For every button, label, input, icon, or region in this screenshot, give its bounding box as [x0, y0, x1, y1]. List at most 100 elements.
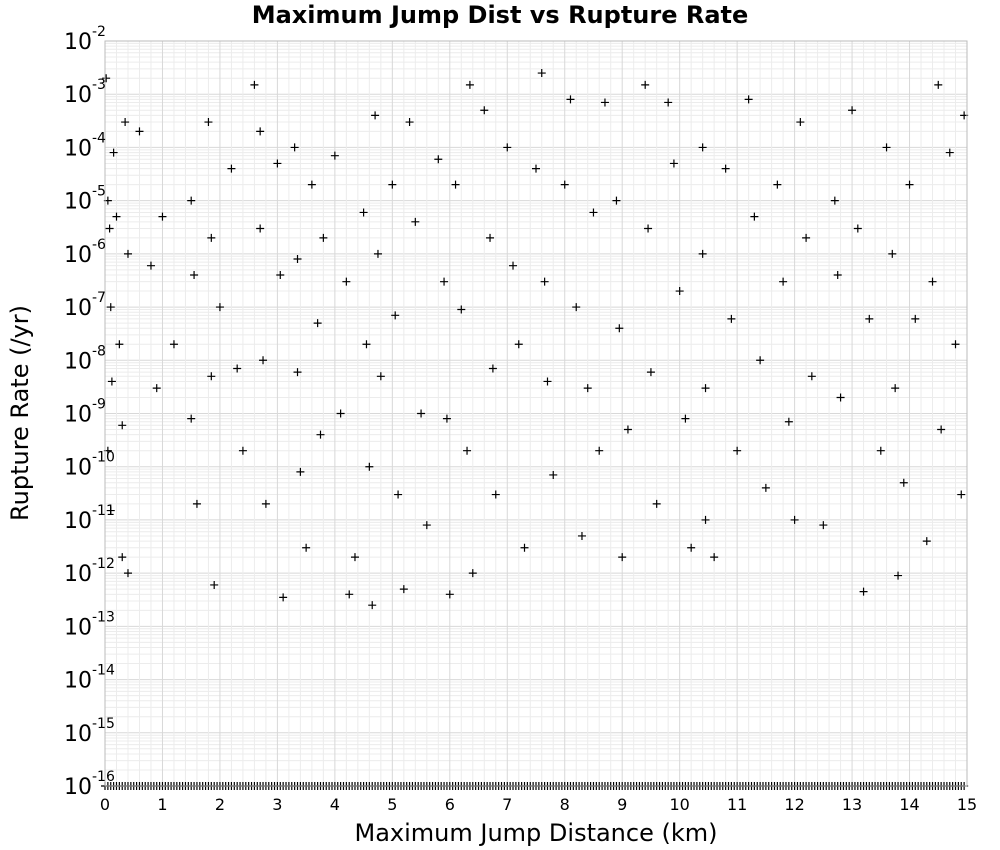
y-tick-label: 10 [64, 562, 92, 587]
data-point [106, 303, 115, 312]
y-tick-exponent: -9 [92, 397, 106, 413]
data-point [922, 537, 931, 546]
data-point [509, 261, 518, 270]
y-tick-label: 10 [64, 136, 92, 161]
y-tick-exponent: -5 [92, 184, 106, 200]
y-tick-label: 10 [64, 722, 92, 747]
data-point [290, 143, 299, 152]
data-point [784, 417, 793, 426]
x-tick-label: 2 [215, 795, 225, 814]
data-point [293, 255, 302, 264]
data-point [187, 196, 196, 205]
data-point [664, 98, 673, 107]
data-point [503, 143, 512, 152]
data-point [928, 277, 937, 286]
y-tick-exponent: -13 [92, 609, 115, 625]
data-point [888, 249, 897, 258]
data-point [250, 80, 259, 89]
data-point [187, 414, 196, 423]
data-point [727, 314, 736, 323]
data-point [152, 384, 161, 393]
data-point [698, 249, 707, 258]
data-point [210, 580, 219, 589]
data-point [853, 224, 862, 233]
data-point [109, 148, 118, 157]
data-point [371, 111, 380, 120]
data-point [761, 483, 770, 492]
x-axis-ticks: 0 1 2 3 4 5 6 7 8 9 10 11 12 13 14 15 [100, 795, 977, 814]
data-point [894, 571, 903, 580]
y-tick-label: 10 [64, 509, 92, 534]
data-point [442, 414, 451, 423]
data-point [296, 467, 305, 476]
data-point [615, 324, 624, 333]
data-point [796, 118, 805, 127]
y-tick-label: 10 [64, 83, 92, 108]
data-point [463, 446, 472, 455]
data-point [313, 319, 322, 328]
data-point [146, 261, 155, 270]
data-point [468, 569, 477, 578]
x-tick-label: 10 [669, 795, 689, 814]
data-point [238, 446, 247, 455]
data-point [560, 180, 569, 189]
x-tick-label: 0 [100, 795, 110, 814]
data-point [123, 249, 132, 258]
data-point [107, 377, 116, 386]
data-point [733, 446, 742, 455]
data-point [701, 384, 710, 393]
data-points [102, 69, 969, 610]
data-point [302, 543, 311, 552]
data-point [405, 118, 414, 127]
x-axis-label: Maximum Jump Distance (km) [355, 819, 718, 847]
data-point [543, 377, 552, 386]
x-tick-label: 7 [502, 795, 512, 814]
data-point [293, 368, 302, 377]
data-point [259, 356, 268, 365]
data-point [307, 180, 316, 189]
y-tick-label: 10 [64, 243, 92, 268]
data-point [417, 409, 426, 418]
x-tick-label: 15 [957, 795, 977, 814]
y-tick-exponent: -6 [92, 237, 106, 253]
x-tick-label: 3 [272, 795, 282, 814]
y-tick-label: 10 [64, 456, 92, 481]
y-tick-exponent: -11 [92, 503, 115, 519]
data-point [618, 553, 627, 562]
data-point [342, 277, 351, 286]
y-tick-label: 10 [64, 349, 92, 374]
data-point [123, 569, 132, 578]
data-point [710, 553, 719, 562]
x-tick-label: 1 [157, 795, 167, 814]
data-point [549, 470, 558, 479]
data-point [957, 490, 966, 499]
plot-frame [104, 40, 968, 787]
data-point [118, 421, 127, 430]
data-point [422, 521, 431, 530]
y-tick-label: 10 [64, 669, 92, 694]
data-point [273, 159, 282, 168]
data-point [537, 69, 546, 78]
data-point [595, 446, 604, 455]
data-point [135, 127, 144, 136]
data-point [373, 249, 382, 258]
data-point [256, 224, 265, 233]
data-point [520, 543, 529, 552]
data-point [756, 356, 765, 365]
data-point [848, 106, 857, 115]
x-tick-label: 8 [560, 795, 570, 814]
data-point [261, 499, 270, 508]
data-point [362, 340, 371, 349]
data-point [566, 95, 575, 104]
data-point [190, 271, 199, 280]
data-point [207, 372, 216, 381]
data-point [434, 155, 443, 164]
x-tick-label: 11 [727, 795, 747, 814]
y-tick-exponent: -7 [92, 290, 106, 306]
data-point [445, 590, 454, 599]
data-point [158, 212, 167, 221]
data-point [365, 462, 374, 471]
data-point [465, 80, 474, 89]
data-point [391, 311, 400, 320]
y-tick-exponent: -8 [92, 343, 106, 359]
